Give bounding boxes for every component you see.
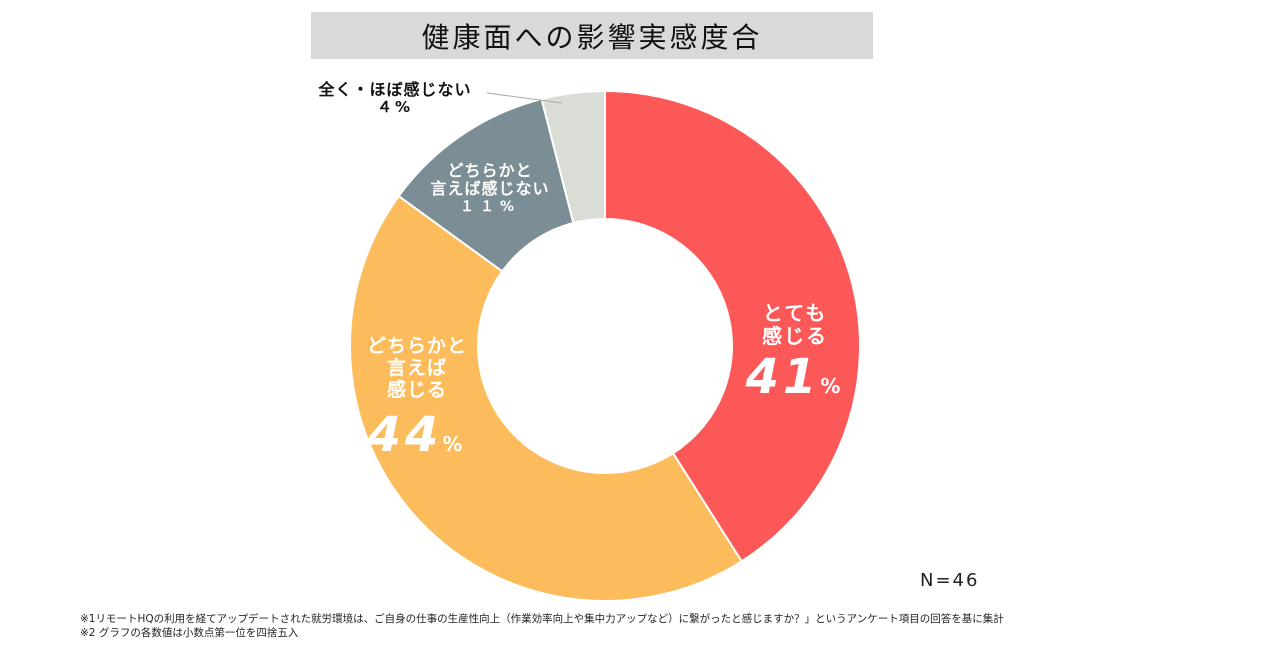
chart-title: 健康面への影響実感度合 (421, 20, 763, 54)
footnote-2: ※2 グラフの各数値は小数点第一位を四捨五入 (80, 627, 299, 639)
slice-value: １１ (459, 198, 500, 215)
slice-value: 44 (367, 406, 443, 463)
slice-label-somewhat: どちらかと 言えば 感じる 44% (357, 335, 477, 463)
slice-label-line: どちらかと (366, 335, 467, 357)
slice-label-line: 言えば (386, 356, 447, 379)
slice-label-very-much: とても 感じる 41% (740, 302, 850, 405)
slice-label-line: とても (762, 301, 828, 325)
slice-very-much (604, 89, 861, 563)
slice-value-label: ４% (310, 99, 480, 116)
slice-somewhat (349, 194, 744, 602)
slice-value-label: １１% (415, 199, 565, 215)
slice-value: ４ (376, 98, 395, 117)
footnote-1: ※1リモートHQの利用を経てアップデートされた就労環境は、ご自身の仕事の生産性向… (80, 613, 1004, 625)
slice-label-line: 感じる (762, 324, 828, 348)
slice-label-not-at-all: 全く・ほぼ感じない ４% (310, 80, 480, 117)
leader-line (486, 92, 563, 104)
slice-value-label: 41% (740, 349, 850, 405)
slice-label-not-much: どちらかと 言えば感じない １１% (415, 161, 565, 215)
slice-label-line: 言えば感じない (430, 179, 550, 199)
slice-label-line: どちらかと (447, 161, 533, 180)
slice-value-label: 44% (357, 406, 477, 463)
sample-size-label: N=46 (920, 570, 980, 591)
slice-label-line: 感じる (386, 378, 447, 401)
slice-value: 41 (745, 349, 821, 405)
percent-sign: % (394, 98, 414, 117)
slice-not-at-all (540, 89, 606, 225)
percent-sign: % (499, 198, 521, 215)
percent-sign: % (442, 431, 467, 456)
percent-sign: % (820, 374, 845, 398)
chart-title-box: 健康面への影響実感度合 (311, 12, 873, 59)
slice-label-line: 全く・ほぼ感じない (318, 80, 472, 99)
